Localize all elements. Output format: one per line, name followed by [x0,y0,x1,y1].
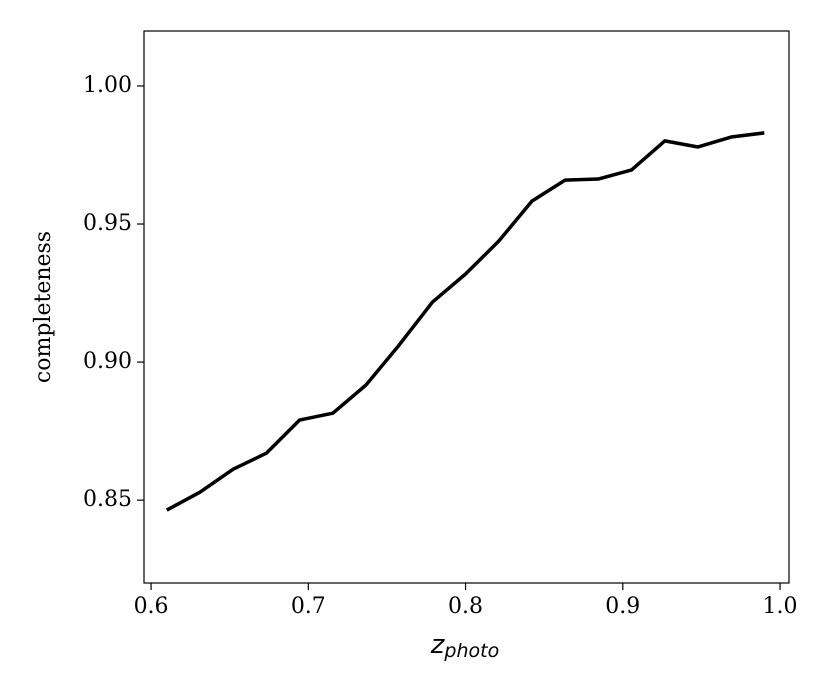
x-label-main: z [430,630,446,660]
x-tick-label: 0.8 [448,594,483,619]
data-line [165,131,765,512]
y-tick-label: 1.00 [83,73,132,98]
x-tick-label: 0.6 [134,594,169,619]
y-tick-label: 0.90 [83,349,132,374]
x-label-sub: photo [443,640,499,662]
x-tick-label: 0.9 [605,594,640,619]
y-tick-label: 0.85 [83,487,132,512]
x-tick-label: 1.0 [763,594,798,619]
x-tick-label: 0.7 [291,594,326,619]
y-axis-label: completeness [31,231,56,383]
x-axis-label: zphoto [430,630,499,662]
plot-frame [143,30,790,584]
y-tick-label: 0.95 [83,211,132,236]
